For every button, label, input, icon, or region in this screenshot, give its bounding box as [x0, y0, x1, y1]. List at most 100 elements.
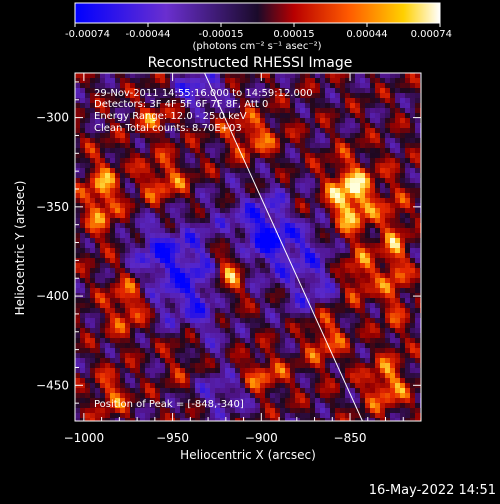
heatmap-cell: [295, 203, 300, 208]
heatmap-cell: [165, 418, 170, 421]
heatmap-cell: [265, 418, 270, 421]
heatmap-cell: [115, 378, 120, 383]
heatmap-cell: [165, 163, 170, 168]
heatmap-cell: [255, 78, 260, 83]
heatmap-cell: [110, 328, 115, 333]
heatmap-cell: [165, 183, 170, 188]
heatmap-cell: [180, 408, 185, 413]
heatmap-cell: [320, 133, 325, 138]
heatmap-cell: [350, 228, 355, 233]
heatmap-cell: [115, 398, 120, 403]
heatmap-cell: [90, 113, 95, 118]
heatmap-cell: [260, 418, 265, 421]
heatmap-cell: [380, 318, 385, 323]
heatmap-cell: [150, 203, 155, 208]
heatmap-cell: [90, 198, 95, 203]
heatmap-cell: [280, 183, 285, 188]
heatmap-cell: [375, 263, 380, 268]
heatmap-cell: [200, 368, 205, 373]
heatmap-cell: [80, 388, 85, 393]
heatmap-cell: [205, 273, 210, 278]
heatmap-cell: [95, 183, 100, 188]
heatmap-cell: [145, 78, 150, 83]
heatmap-cell: [335, 238, 340, 243]
heatmap-cell: [355, 383, 360, 388]
heatmap-cell: [380, 368, 385, 373]
colorbar-tick-label: 0.00015: [273, 29, 314, 40]
heatmap-cell: [235, 273, 240, 278]
heatmap-cell: [415, 153, 420, 158]
heatmap-cell: [375, 288, 380, 293]
heatmap-cell: [75, 168, 80, 173]
heatmap-cell: [300, 363, 305, 368]
heatmap-cell: [305, 388, 310, 393]
heatmap-cell: [115, 88, 120, 93]
heatmap-cell: [330, 183, 335, 188]
heatmap-cell: [290, 148, 295, 153]
heatmap-cell: [200, 228, 205, 233]
heatmap-cell: [195, 368, 200, 373]
heatmap-cell: [215, 228, 220, 233]
heatmap-cell: [390, 308, 395, 313]
heatmap-cell: [245, 158, 250, 163]
heatmap-cell: [105, 363, 110, 368]
heatmap-cell: [195, 293, 200, 298]
heatmap-cell: [400, 118, 405, 123]
heatmap-cell: [305, 228, 310, 233]
heatmap-cell: [160, 188, 165, 193]
heatmap-cell: [105, 103, 110, 108]
heatmap-cell: [95, 403, 100, 408]
heatmap-cell: [280, 323, 285, 328]
heatmap-cell: [175, 363, 180, 368]
heatmap-cell: [75, 353, 80, 358]
heatmap-cell: [90, 408, 95, 413]
heatmap-cell: [215, 288, 220, 293]
heatmap-cell: [205, 258, 210, 263]
heatmap-cell: [155, 143, 160, 148]
heatmap-cell: [195, 233, 200, 238]
heatmap-cell: [375, 153, 380, 158]
heatmap-cell: [140, 113, 145, 118]
heatmap-cell: [175, 263, 180, 268]
heatmap-cell: [170, 193, 175, 198]
heatmap-cell: [180, 143, 185, 148]
heatmap-cell: [165, 93, 170, 98]
heatmap-cell: [345, 118, 350, 123]
heatmap-cell: [350, 418, 355, 421]
heatmap-cell: [100, 273, 105, 278]
heatmap-cell: [115, 413, 120, 418]
heatmap-cell: [155, 253, 160, 258]
heatmap-cell: [360, 73, 365, 78]
heatmap-cell: [125, 413, 130, 418]
heatmap-cell: [130, 353, 135, 358]
heatmap-cell: [165, 293, 170, 298]
heatmap-cell: [225, 98, 230, 103]
heatmap-cell: [230, 113, 235, 118]
heatmap-cell: [150, 348, 155, 353]
heatmap-cell: [75, 268, 80, 273]
heatmap-cell: [125, 238, 130, 243]
heatmap-cell: [325, 143, 330, 148]
heatmap-cell: [410, 158, 415, 163]
heatmap-cell: [320, 268, 325, 273]
heatmap-cell: [90, 318, 95, 323]
heatmap-cell: [350, 338, 355, 343]
heatmap-cell: [340, 368, 345, 373]
heatmap-cell: [205, 248, 210, 253]
heatmap-cell: [150, 363, 155, 368]
heatmap-cell: [240, 243, 245, 248]
heatmap-cell: [400, 93, 405, 98]
heatmap-cell: [345, 313, 350, 318]
heatmap-cell: [330, 328, 335, 333]
heatmap-cell: [190, 383, 195, 388]
heatmap-cell: [80, 88, 85, 93]
heatmap-cell: [140, 243, 145, 248]
heatmap-cell: [160, 118, 165, 123]
heatmap-cell: [380, 143, 385, 148]
heatmap-cell: [195, 173, 200, 178]
heatmap-cell: [80, 368, 85, 373]
heatmap-cell: [80, 263, 85, 268]
heatmap-cell: [160, 358, 165, 363]
heatmap-cell: [85, 303, 90, 308]
heatmap-cell: [255, 123, 260, 128]
